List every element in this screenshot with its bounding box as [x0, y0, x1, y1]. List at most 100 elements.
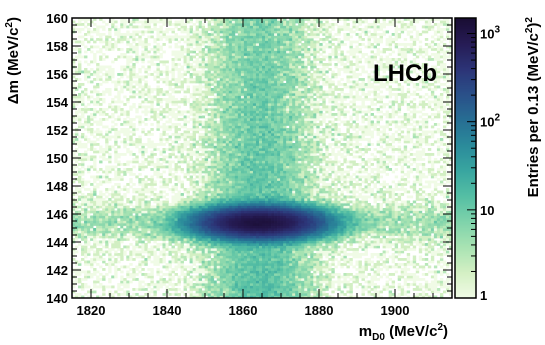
heatmap-cell: [174, 255, 178, 259]
heatmap-cell: [234, 233, 239, 236]
heatmap-cell: [258, 205, 263, 209]
heatmap-cell: [430, 215, 435, 219]
heatmap-cell: [298, 195, 302, 199]
heatmap-cell: [132, 233, 136, 236]
heatmap-cell: [427, 250, 432, 254]
heatmap-cell: [159, 193, 163, 196]
heatmap-cell: [222, 183, 227, 186]
heatmap-cell: [201, 175, 206, 179]
heatmap-cell: [162, 230, 166, 234]
heatmap-cell: [295, 213, 299, 216]
heatmap-cell: [367, 208, 371, 211]
heatmap-cell: [376, 278, 380, 281]
heatmap-cell: [186, 178, 190, 181]
heatmap-cell: [424, 205, 429, 209]
heatmap-cell: [258, 178, 263, 181]
heatmap-cell: [126, 270, 130, 274]
heatmap-cell: [234, 275, 239, 279]
heatmap-cell: [153, 225, 157, 229]
heatmap-cell: [325, 223, 329, 226]
heatmap-cell: [289, 245, 293, 249]
heatmap-cell: [337, 235, 341, 239]
heatmap-cell: [165, 285, 169, 289]
heatmap-cell: [231, 285, 236, 289]
heatmap-cell: [219, 268, 224, 271]
heatmap-cell: [162, 250, 166, 254]
heatmap-cell: [249, 205, 254, 209]
heatmap-cell: [249, 270, 254, 274]
heatmap-cell: [111, 263, 115, 266]
heatmap-cell: [234, 205, 239, 209]
heatmap-cell: [337, 288, 341, 291]
heatmap-cell: [358, 225, 362, 229]
heatmap-cell: [186, 213, 190, 216]
heatmap-cell: [388, 195, 393, 199]
heatmap-cell: [243, 293, 248, 296]
heatmap-cell: [75, 208, 79, 211]
heatmap-cell: [301, 245, 305, 249]
heatmap-cell: [105, 230, 109, 234]
heatmap-cell: [427, 200, 432, 204]
heatmap-cell: [370, 190, 374, 194]
heatmap-cell: [445, 288, 450, 291]
heatmap-cell: [72, 228, 76, 231]
heatmap-cell: [159, 233, 163, 236]
heatmap-cell: [412, 208, 417, 211]
heatmap-cell: [246, 215, 251, 219]
heatmap-cell: [265, 253, 269, 256]
heatmap-cell: [265, 268, 269, 271]
heatmap-cell: [349, 288, 353, 291]
heatmap-cell: [246, 233, 251, 236]
heatmap-cell: [228, 208, 233, 211]
heatmap-cell: [295, 280, 299, 284]
heatmap-cell: [325, 188, 329, 191]
heatmap-cell: [379, 205, 383, 209]
heatmap-cell: [304, 250, 308, 254]
heatmap-cell: [316, 240, 320, 244]
heatmap-cell: [183, 283, 187, 286]
heatmap-cell: [171, 278, 175, 281]
heatmap-cell: [418, 205, 423, 209]
heatmap-cell: [283, 205, 287, 209]
heatmap-cell: [174, 238, 178, 241]
heatmap-cell: [237, 283, 242, 286]
heatmap-cell: [252, 260, 257, 264]
heatmap-cell: [400, 218, 405, 221]
heatmap-cell: [385, 205, 390, 209]
heatmap-cell: [262, 223, 266, 226]
heatmap-cell: [286, 263, 290, 266]
heatmap-cell: [427, 265, 432, 269]
heatmap-cell: [135, 288, 139, 291]
heatmap-cell: [177, 235, 181, 239]
heatmap-cell: [307, 253, 311, 256]
heatmap-cell: [117, 283, 121, 286]
heatmap-cell: [292, 243, 296, 246]
heatmap-cell: [159, 283, 163, 286]
heatmap-cell: [228, 280, 233, 284]
heatmap-cell: [298, 220, 302, 224]
heatmap-cell: [316, 270, 320, 274]
heatmap-cell: [132, 288, 136, 291]
heatmap-cell: [198, 245, 203, 249]
heatmap-cell: [262, 243, 266, 246]
heatmap-cell: [138, 190, 142, 194]
heatmap-cell: [319, 220, 323, 224]
heatmap-cell: [258, 210, 263, 214]
heatmap-cell: [240, 280, 245, 284]
heatmap-cell: [210, 230, 215, 234]
heatmap-cell: [156, 268, 160, 271]
heatmap-cell: [295, 220, 299, 224]
heatmap-cell: [123, 218, 127, 221]
heatmap-cell: [252, 228, 257, 231]
heatmap-cell: [355, 210, 359, 214]
heatmap-cell: [376, 215, 380, 219]
heatmap-cell: [319, 223, 323, 226]
heatmap-cell: [343, 215, 347, 219]
heatmap-cell: [81, 225, 85, 229]
heatmap-cell: [277, 225, 281, 229]
heatmap-cell: [258, 228, 263, 231]
heatmap-cell: [301, 238, 305, 241]
heatmap-cell: [126, 200, 130, 204]
heatmap-cell: [301, 183, 305, 186]
heatmap-cell: [412, 220, 417, 224]
